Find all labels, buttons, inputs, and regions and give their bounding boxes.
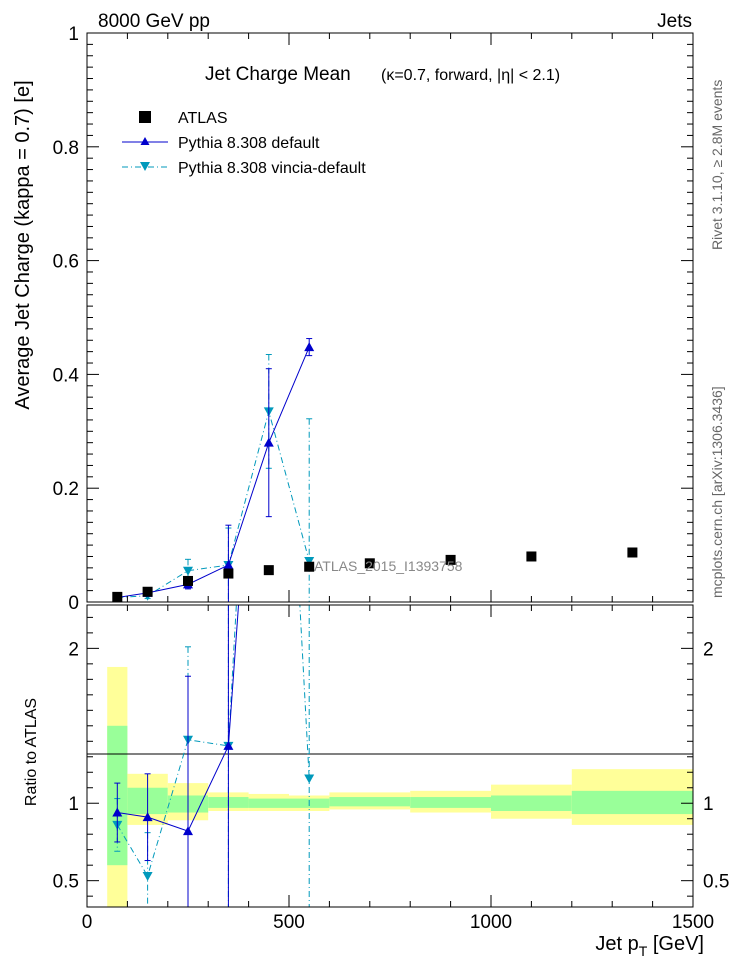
band-inner-4 <box>248 798 289 808</box>
xtick-label-0: 0 <box>82 912 93 933</box>
main-y-tick-labels: 0 0.2 0.4 0.6 0.8 1 <box>53 24 80 614</box>
ratio-line-vincia <box>116 605 310 878</box>
atlas-point-7 <box>445 554 456 565</box>
main-marker-default-5 <box>304 342 315 352</box>
xtick-label-2: 1000 <box>470 912 512 933</box>
ratio-marker-vincia-5 <box>304 774 315 784</box>
ratio-ytick-label-right-2: 2 <box>703 639 714 660</box>
legend-default-label: Pythia 8.308 default <box>178 135 320 152</box>
ratio-ytick-label-left-2: 2 <box>68 639 79 660</box>
main-marker-vincia-2 <box>183 566 193 576</box>
ratio-marker-default-3 <box>223 740 234 750</box>
chart-subtitle: (κ=0.7, forward, |η| < 2.1) <box>381 67 560 84</box>
ratio-marks <box>112 604 315 908</box>
ratio-ticks <box>86 605 694 907</box>
ratio-ytick-label-left-0: 0.5 <box>53 872 79 893</box>
ratio-marker-vincia-1 <box>142 872 153 882</box>
main-marker-default-3 <box>223 560 234 570</box>
ratio-marker-default-1 <box>142 812 153 822</box>
atlas-point-2 <box>183 575 193 586</box>
main-ytick-label-1: 0.2 <box>53 479 79 500</box>
legend-vincia-label: Pythia 8.308 vincia-default <box>178 160 366 177</box>
main-y-axis-label: Average Jet Charge (kappa = 0.7) [e] <box>12 80 34 409</box>
main-marker-vincia-5 <box>304 557 315 567</box>
mcplots-label: mcplots.cern.ch [arXiv:1306.3436] <box>709 386 725 598</box>
atlas-point-0 <box>112 591 123 602</box>
main-line-default <box>117 346 310 598</box>
ratio-bands <box>107 666 693 907</box>
atlas-point-1 <box>142 586 153 597</box>
ratio-frame <box>86 604 694 908</box>
main-ytick-label-5: 1 <box>68 24 79 45</box>
atlas-point-4 <box>263 565 274 576</box>
main-marker-default-4 <box>263 437 274 447</box>
ratio-line-default <box>117 605 240 832</box>
atlas-point-3 <box>223 568 234 579</box>
legend-vincia-marker <box>140 162 150 171</box>
header-left: 8000 GeV pp <box>98 11 210 32</box>
band-inner-9 <box>571 790 693 815</box>
analysis-watermark: ATLAS_2015_I1393758 <box>314 558 463 574</box>
main-ticks <box>86 32 694 603</box>
main-ytick-label-3: 0.6 <box>53 252 79 273</box>
atlas-point-6 <box>364 558 375 569</box>
ratio-panel: 0.5 0.5 1 1 2 2 0 500 1000 1500 <box>53 604 730 933</box>
chart-title: Jet Charge Mean <box>205 64 351 85</box>
ratio-marker-default-0 <box>112 807 123 817</box>
band-inner-8 <box>491 795 572 811</box>
main-ytick-label-0: 0 <box>68 593 79 614</box>
main-panel: 0 0.2 0.4 0.6 0.8 1 <box>53 24 694 614</box>
rivet-label: Rivet 3.1.10, ≥ 2.8M events <box>709 80 725 250</box>
ratio-ytick-label-right-0: 0.5 <box>703 872 729 893</box>
legend-default-marker <box>140 137 150 145</box>
header-right: Jets <box>657 11 692 32</box>
legend-atlas-marker <box>139 111 151 123</box>
band-inner-6 <box>329 797 411 807</box>
ratio-ytick-label-left-1: 1 <box>68 794 79 815</box>
main-ytick-label-4: 0.8 <box>53 138 79 159</box>
atlas-point-5 <box>304 561 315 572</box>
main-line-vincia <box>117 409 310 598</box>
xtick-label-3: 1500 <box>672 912 714 933</box>
ratio-ytick-label-right-1: 1 <box>703 794 714 815</box>
x-axis-label: Jet pT [GeV] <box>595 933 704 959</box>
ratio-y-tick-labels: 0.5 0.5 1 1 2 2 <box>53 639 730 892</box>
ratio-y-axis-label: Ratio to ATLAS <box>23 698 40 806</box>
atlas-point-9 <box>627 547 638 558</box>
legend: ATLAS Pythia 8.308 default Pythia 8.308 … <box>122 110 366 177</box>
band-inner-7 <box>410 797 491 808</box>
ratio-marker-default-2 <box>183 826 193 836</box>
main-marks <box>112 338 638 603</box>
x-tick-labels: 0 500 1000 1500 <box>82 912 714 933</box>
legend-atlas-label: ATLAS <box>178 110 228 127</box>
atlas-point-8 <box>526 551 537 562</box>
xtick-label-1: 500 <box>273 912 305 933</box>
main-ytick-label-2: 0.4 <box>53 365 80 386</box>
